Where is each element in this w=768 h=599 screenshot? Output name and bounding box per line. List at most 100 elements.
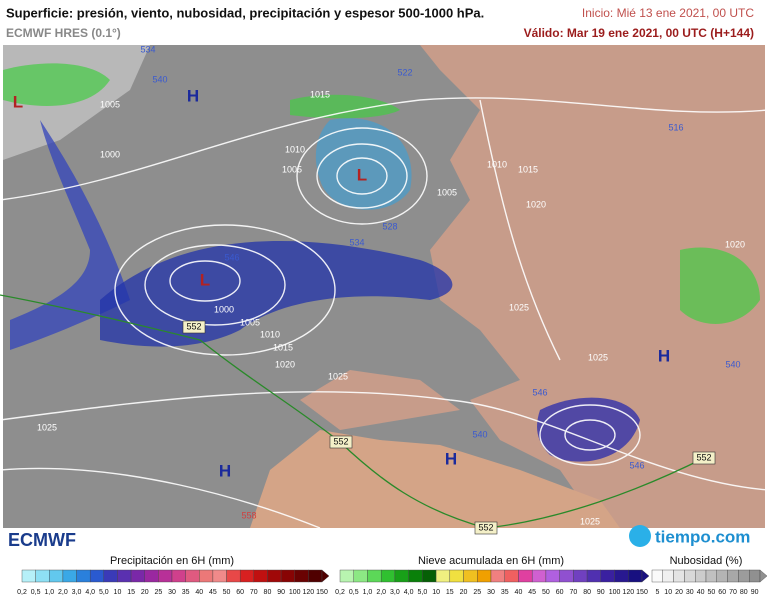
thickness-label: 546 — [629, 460, 644, 470]
legend-swatch — [662, 569, 674, 583]
high-pressure: H — [219, 461, 231, 480]
legend-swatch — [684, 569, 696, 583]
isobar-label: 1025 — [37, 422, 57, 432]
legend-swatch — [280, 569, 295, 583]
land-europe-asia — [420, 45, 765, 528]
legend-swatch — [716, 569, 728, 583]
thickness-label: 540 — [472, 429, 487, 439]
legend-swatch — [490, 569, 505, 583]
legend-swatch — [614, 569, 629, 583]
legend-label: 15 — [446, 589, 454, 596]
thickness-label: 546 — [224, 252, 239, 262]
legend-label: 0,2 — [335, 589, 345, 596]
precip-band — [10, 120, 130, 350]
isobar-label: 1005 — [437, 187, 457, 197]
legend-label: 35 — [182, 589, 190, 596]
legend-title: Nubosidad (%) — [670, 555, 743, 567]
legend-swatch — [705, 569, 718, 583]
legend-swatch — [600, 569, 615, 583]
land-africa — [250, 430, 620, 528]
low-pressure: L — [13, 92, 23, 111]
legend-label: 10 — [432, 589, 440, 596]
legend-swatch — [49, 569, 64, 583]
legend-swatch — [463, 569, 478, 583]
legend-label: 0,2 — [17, 589, 27, 596]
legend-swatch — [586, 569, 602, 583]
isobar-label: 1005 — [282, 164, 302, 174]
legend-swatch — [267, 569, 282, 583]
label-box — [182, 320, 206, 334]
legend-swatch — [435, 569, 451, 583]
high-pressure: H — [658, 346, 670, 365]
legend-label: 0,5 — [349, 589, 359, 596]
low-pressure: L — [357, 165, 367, 184]
thickness-label: 540 — [725, 359, 740, 369]
logo-tiempo: tiempo.com — [655, 527, 750, 546]
legend-label: 35 — [501, 589, 509, 596]
isobar-label: 1025 — [580, 516, 600, 526]
legend-label: 50 — [542, 589, 550, 596]
legend-arrow — [641, 569, 650, 583]
legend-label: 45 — [209, 589, 217, 596]
isobar-label: 1000 — [100, 149, 120, 159]
legend-label: 60 — [556, 589, 564, 596]
legend-label: 40 — [195, 589, 203, 596]
isobar-label: 1010 — [285, 144, 305, 154]
isobar-label: 1005 — [240, 317, 260, 327]
legend-label: 80 — [264, 589, 272, 596]
legends: Precipitación en 6H (mm) 0,2 0,5 1,0 2,0 3,0 4… — [17, 555, 768, 596]
valid-time: Válido: Mar 19 ene 2021, 00 UTC (H+144) — [524, 26, 754, 40]
legend-label: 90 — [751, 589, 759, 596]
legend-arrow — [759, 569, 768, 583]
legend-label: 30 — [487, 589, 495, 596]
legend-label: 2,0 — [58, 589, 68, 596]
init-time: Inicio: Mié 13 ene 2021, 00 UTC — [582, 6, 754, 20]
legend-label: 30 — [686, 589, 694, 596]
legend-swatch — [35, 569, 50, 583]
isobar-label: 1010 — [260, 329, 280, 339]
legend-label: 40 — [515, 589, 523, 596]
snow-area — [3, 63, 110, 106]
legend-label: 40 — [697, 589, 705, 596]
high-pressure: H — [187, 86, 199, 105]
legend-arrow — [321, 569, 330, 583]
isobar-label: 1025 — [509, 302, 529, 312]
legend-label: 25 — [473, 589, 481, 596]
legend-label: 10 — [114, 589, 122, 596]
legend-label: 120 — [622, 589, 634, 596]
logo-icon — [629, 525, 651, 547]
isobar-label: 1010 — [487, 159, 507, 169]
legend-label: 60 — [718, 589, 726, 596]
isobar-label: 1020 — [526, 199, 546, 209]
thickness-552 — [0, 294, 705, 529]
snow-area — [290, 94, 400, 119]
legend-label: 100 — [289, 589, 301, 596]
legend-label: 1,0 — [363, 589, 373, 596]
legend-swatch — [253, 569, 268, 583]
thickness-label: 552 — [186, 321, 201, 331]
legend-swatch — [144, 569, 159, 583]
legend-swatch — [573, 569, 588, 583]
isobar-label: 1005 — [100, 99, 120, 109]
legend-label: 20 — [460, 589, 468, 596]
legend-label: 20 — [675, 589, 683, 596]
legend-label: 4,0 — [85, 589, 95, 596]
legend-label: 3,0 — [390, 589, 400, 596]
isobar-label: 1025 — [588, 352, 608, 362]
legend-swatch — [449, 569, 464, 583]
legend-swatch — [171, 569, 186, 583]
legend-swatch — [738, 569, 750, 583]
legend-swatch — [695, 569, 707, 583]
low-pressure: L — [200, 270, 210, 289]
legend-swatch — [628, 569, 643, 583]
thickness-label: 516 — [668, 122, 683, 132]
legend-swatch — [477, 569, 492, 583]
legend-swatch — [504, 569, 519, 583]
isobar-label: 1000 — [214, 304, 234, 314]
legend-title: Precipitación en 6H (mm) — [110, 555, 234, 567]
isobar-label: 1020 — [275, 359, 295, 369]
legend-label: 15 — [127, 589, 135, 596]
label-box — [329, 435, 353, 449]
